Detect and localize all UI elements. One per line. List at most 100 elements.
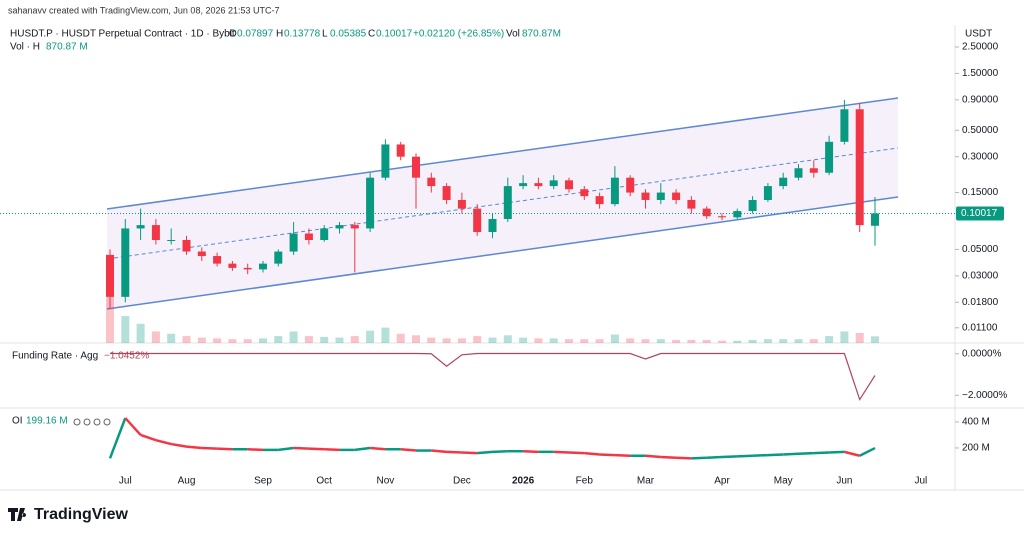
candle-body (580, 189, 589, 197)
candle-body (488, 219, 497, 233)
series-segment (691, 456, 707, 460)
symbol: HUSDT.P · HUSDT Perpetual Contract · 1D … (10, 29, 235, 40)
candle-body (259, 263, 267, 270)
series-name: Funding Rate · Agg (12, 351, 98, 362)
ohlc-label: L (322, 29, 328, 40)
vol-value: 870.87M (522, 29, 561, 40)
series-segment (798, 451, 814, 456)
volume-bar (825, 336, 834, 343)
series-value: 199.16 M (26, 416, 68, 427)
candle-body (121, 228, 130, 297)
series-segment (599, 453, 615, 457)
candle-body (687, 199, 696, 209)
series-segment (645, 454, 661, 459)
series-segment (217, 447, 233, 451)
channel-midline (106, 147, 899, 260)
series-segment (446, 450, 462, 454)
candle-body (534, 183, 543, 187)
y-tick-label: 0.03000 (962, 271, 999, 282)
series-segment (859, 446, 876, 457)
last-price-label: 0.10017 (961, 208, 998, 219)
volume-bar (350, 336, 359, 343)
candle-body (396, 144, 405, 157)
series-segment (108, 417, 127, 459)
series-segment (568, 451, 585, 455)
y-tick-label: 0.15000 (962, 187, 999, 198)
volume-bar (182, 336, 191, 343)
series-segment (477, 450, 493, 455)
ohlc-label: O (229, 29, 237, 40)
series-segment (247, 448, 264, 452)
series-segment (400, 448, 417, 452)
candle-body (702, 208, 711, 217)
volume-bar (427, 337, 436, 343)
x-tick-label: Jul (119, 476, 132, 487)
candle-body (565, 180, 573, 190)
candle-body (136, 225, 145, 229)
candle-body (871, 213, 879, 226)
volume-bar (243, 339, 252, 343)
currency: USDT (965, 29, 992, 40)
volume-bar (534, 338, 543, 343)
series-segment (584, 451, 600, 456)
ohlc-label: C (368, 29, 375, 40)
volume-bar (519, 337, 528, 343)
candle-body (182, 239, 191, 252)
candle-body (733, 211, 742, 218)
ohlc-label: H (276, 29, 283, 40)
volume-bar (151, 331, 160, 343)
candle-body (503, 186, 512, 220)
series-segment (492, 449, 508, 454)
credit: sahanavv created with TradingView.com, J… (8, 5, 280, 15)
volume-bar (840, 331, 849, 343)
volume-bar (213, 338, 222, 343)
volume-bar (672, 339, 681, 343)
last-price-box (956, 206, 1004, 221)
channel-line (106, 196, 899, 310)
volume-bar (488, 337, 497, 343)
volume-bar (718, 340, 726, 343)
volume-bar (274, 336, 283, 343)
y-tick-label: 0.05000 (962, 244, 999, 255)
candle-body (641, 192, 650, 200)
series-segment (461, 451, 478, 455)
x-tick-label: May (774, 476, 793, 487)
candle-body (412, 156, 420, 178)
volume-bar (396, 333, 405, 343)
candle-body (549, 180, 558, 187)
volume-bar (656, 339, 665, 343)
y-tick-label: 0.0000% (962, 348, 1002, 359)
change: +0.02120 (+26.85%) (413, 29, 504, 40)
candle-body (274, 251, 283, 264)
candle-body (595, 196, 604, 205)
series-segment (170, 442, 187, 448)
volume-bar (259, 338, 267, 343)
volume-bar (580, 339, 589, 343)
x-tick-label: Apr (714, 476, 730, 487)
x-tick-label: Dec (453, 476, 471, 487)
series-segment (752, 453, 768, 458)
volume-bar (794, 339, 803, 343)
series-name: OI (12, 416, 23, 427)
volume-bar (121, 316, 130, 343)
volume-bar (595, 339, 604, 343)
y-tick-label: 0.01800 (962, 297, 999, 308)
volume-bar (702, 339, 711, 343)
x-tick-label: Nov (377, 476, 395, 487)
series-segment (324, 448, 340, 452)
volume-bar (197, 337, 206, 343)
series-segment (783, 452, 799, 456)
logo: TradingView (8, 506, 129, 523)
series-segment (369, 446, 386, 451)
y-tick-label: 0.90000 (962, 94, 999, 105)
candle-body (610, 177, 619, 205)
x-tick-label: Sep (254, 476, 272, 487)
candle-body (748, 199, 757, 212)
candle-body (289, 233, 298, 252)
volume-bar (320, 336, 329, 343)
series-segment (553, 450, 570, 454)
series-segment (721, 455, 738, 459)
volume-bar (610, 334, 619, 343)
volume-bar (473, 336, 482, 343)
